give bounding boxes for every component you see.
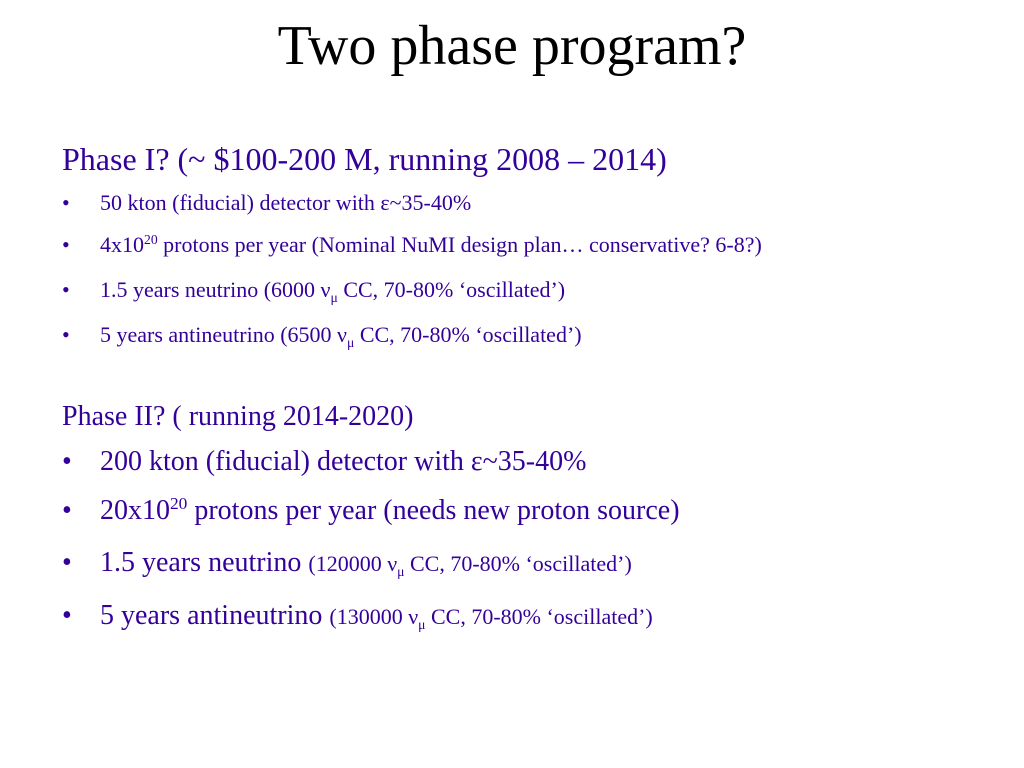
- bullet-icon: •: [62, 277, 70, 302]
- slide-title: Two phase program?: [277, 15, 747, 77]
- bullet-text: 50 kton (fiducial) detector with ε~35-40…: [100, 190, 472, 215]
- exponent: 20: [144, 231, 158, 247]
- bullet-icon: •: [62, 600, 72, 631]
- bullet-text-detail: (120000 νμ CC, 70-80% ‘oscillated’): [308, 551, 632, 579]
- subscript: μ: [397, 563, 405, 579]
- list-item: • 200 kton (fiducial) detector with ε~35…: [62, 437, 1004, 486]
- subscript: μ: [347, 334, 355, 350]
- subscript: μ: [418, 616, 426, 632]
- subscript: μ: [330, 289, 338, 305]
- bullet-icon: •: [62, 547, 72, 578]
- bullet-icon: •: [62, 495, 72, 526]
- phase1-section: Phase I? (~ $100-200 M, running 2008 – 2…: [62, 136, 1004, 359]
- bullet-icon: •: [62, 446, 72, 477]
- bullet-icon: •: [62, 322, 70, 347]
- bullet-detail-pre: (120000 ν: [308, 551, 398, 576]
- bullet-text-pre: 20x10: [100, 495, 170, 526]
- bullet-icon: •: [62, 190, 70, 215]
- list-item: • 50 kton (fiducial) detector with ε~35-…: [62, 182, 1004, 224]
- bullet-text-pre: 1.5 years neutrino (6000 ν: [100, 277, 331, 302]
- list-item: • 5 years antineutrino (130000 νμ CC, 70…: [62, 591, 1004, 644]
- bullet-detail-post: CC, 70-80% ‘oscillated’): [404, 551, 632, 576]
- list-item: • 5 years antineutrino (6500 νμ CC, 70-8…: [62, 314, 1004, 359]
- list-item: • 1.5 years neutrino (6000 νμ CC, 70-80%…: [62, 269, 1004, 314]
- bullet-text-detail: (130000 νμ CC, 70-80% ‘oscillated’): [329, 604, 653, 632]
- bullet-text-post: protons per year (needs new proton sourc…: [187, 495, 680, 526]
- bullet-text: 200 kton (fiducial) detector with ε~35-4…: [100, 446, 587, 477]
- phase1-bullet-list: • 50 kton (fiducial) detector with ε~35-…: [62, 182, 1004, 359]
- list-item: • 20x1020 protons per year (needs new pr…: [62, 486, 1004, 538]
- bullet-text-post: CC, 70-80% ‘oscillated’): [354, 322, 582, 347]
- list-item: • 1.5 years neutrino (120000 νμ CC, 70-8…: [62, 538, 1004, 591]
- bullet-detail-post: CC, 70-80% ‘oscillated’): [425, 604, 653, 629]
- bullet-text-pre: 4x10: [100, 232, 144, 257]
- phase2-heading: Phase II? ( running 2014-2020): [62, 401, 414, 432]
- exponent: 20: [170, 493, 188, 513]
- bullet-detail-pre: (130000 ν: [329, 604, 419, 629]
- list-item: • 4x1020 protons per year (Nominal NuMI …: [62, 224, 1004, 269]
- bullet-text-main: 5 years antineutrino: [100, 600, 330, 631]
- bullet-icon: •: [62, 232, 70, 257]
- phase2-section: Phase II? ( running 2014-2020) • 200 kto…: [62, 397, 1004, 644]
- phase2-bullet-list: • 200 kton (fiducial) detector with ε~35…: [62, 437, 1004, 644]
- bullet-text-post: protons per year (Nominal NuMI design pl…: [157, 232, 762, 257]
- bullet-text-post: CC, 70-80% ‘oscillated’): [337, 277, 566, 302]
- bullet-text-main: 1.5 years neutrino: [100, 547, 309, 578]
- bullet-text-pre: 5 years antineutrino (6500 ν: [100, 322, 347, 347]
- phase1-heading: Phase I? (~ $100-200 M, running 2008 – 2…: [62, 141, 667, 177]
